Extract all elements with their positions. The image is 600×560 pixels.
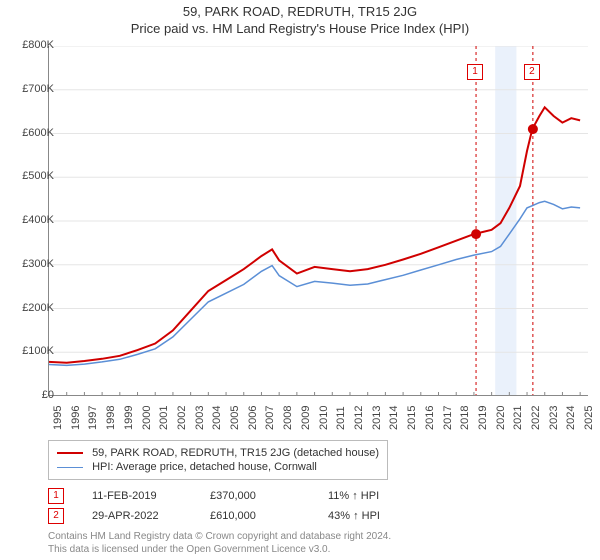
sale-price: £610,000 xyxy=(210,510,300,522)
sale-price: £370,000 xyxy=(210,490,300,502)
x-tick-label: 2024 xyxy=(565,406,577,430)
price-chart xyxy=(48,46,588,396)
x-tick-label: 2002 xyxy=(176,406,188,430)
legend-area: 59, PARK ROAD, REDRUTH, TR15 2JG (detach… xyxy=(48,440,584,556)
x-tick-label: 2018 xyxy=(459,406,471,430)
legend-box: 59, PARK ROAD, REDRUTH, TR15 2JG (detach… xyxy=(48,440,388,480)
y-tick-label: £0 xyxy=(10,389,54,401)
legend-item-subject: 59, PARK ROAD, REDRUTH, TR15 2JG (detach… xyxy=(57,447,379,459)
x-tick-label: 2010 xyxy=(318,406,330,430)
x-tick-label: 1998 xyxy=(105,406,117,430)
x-tick-label: 2021 xyxy=(512,406,524,430)
sale-date: 11-FEB-2019 xyxy=(92,490,182,502)
x-tick-label: 2014 xyxy=(388,406,400,430)
footer-line: This data is licensed under the Open Gov… xyxy=(48,543,584,556)
legend-label: HPI: Average price, detached house, Corn… xyxy=(92,461,317,473)
sale-row: 1 11-FEB-2019 £370,000 11% ↑ HPI xyxy=(48,488,584,504)
y-tick-label: £100K xyxy=(10,345,54,357)
sale-date: 29-APR-2022 xyxy=(92,510,182,522)
x-tick-label: 1995 xyxy=(52,406,64,430)
y-tick-label: £700K xyxy=(10,83,54,95)
x-tick-label: 2015 xyxy=(406,406,418,430)
y-tick-label: £600K xyxy=(10,127,54,139)
page-subtitle: Price paid vs. HM Land Registry's House … xyxy=(0,21,600,36)
sale-row: 2 29-APR-2022 £610,000 43% ↑ HPI xyxy=(48,508,584,524)
x-tick-label: 1999 xyxy=(123,406,135,430)
x-tick-label: 2025 xyxy=(583,406,595,430)
x-tick-label: 2019 xyxy=(477,406,489,430)
chart-marker: 1 xyxy=(467,64,483,80)
y-tick-label: £800K xyxy=(10,39,54,51)
x-tick-label: 2007 xyxy=(264,406,276,430)
y-tick-label: £300K xyxy=(10,258,54,270)
x-tick-label: 2013 xyxy=(371,406,383,430)
chart-marker: 2 xyxy=(524,64,540,80)
sales-table: 1 11-FEB-2019 £370,000 11% ↑ HPI 2 29-AP… xyxy=(48,488,584,524)
x-tick-label: 2009 xyxy=(300,406,312,430)
x-tick-label: 2016 xyxy=(424,406,436,430)
chart-svg xyxy=(48,46,588,396)
sale-pct: 11% ↑ HPI xyxy=(328,490,418,502)
x-tick-label: 2012 xyxy=(353,406,365,430)
y-tick-label: £400K xyxy=(10,214,54,226)
x-tick-label: 2001 xyxy=(158,406,170,430)
x-tick-label: 2023 xyxy=(548,406,560,430)
legend-label: 59, PARK ROAD, REDRUTH, TR15 2JG (detach… xyxy=(92,447,379,459)
footer-attribution: Contains HM Land Registry data © Crown c… xyxy=(48,530,584,556)
x-tick-label: 2006 xyxy=(247,406,259,430)
x-tick-label: 1996 xyxy=(70,406,82,430)
x-tick-label: 2022 xyxy=(530,406,542,430)
sale-marker-1: 1 xyxy=(48,488,64,504)
page-title: 59, PARK ROAD, REDRUTH, TR15 2JG xyxy=(0,4,600,19)
x-tick-label: 2020 xyxy=(495,406,507,430)
y-tick-label: £200K xyxy=(10,302,54,314)
x-tick-label: 2004 xyxy=(211,406,223,430)
x-tick-label: 2008 xyxy=(282,406,294,430)
footer-line: Contains HM Land Registry data © Crown c… xyxy=(48,530,584,543)
sale-marker-2: 2 xyxy=(48,508,64,524)
legend-item-hpi: HPI: Average price, detached house, Corn… xyxy=(57,461,379,473)
sale-pct: 43% ↑ HPI xyxy=(328,510,418,522)
x-tick-label: 2003 xyxy=(194,406,206,430)
y-tick-label: £500K xyxy=(10,170,54,182)
x-tick-label: 2017 xyxy=(442,406,454,430)
x-tick-label: 1997 xyxy=(87,406,99,430)
x-tick-label: 2011 xyxy=(335,406,347,430)
x-tick-label: 2005 xyxy=(229,406,241,430)
x-tick-label: 2000 xyxy=(141,406,153,430)
